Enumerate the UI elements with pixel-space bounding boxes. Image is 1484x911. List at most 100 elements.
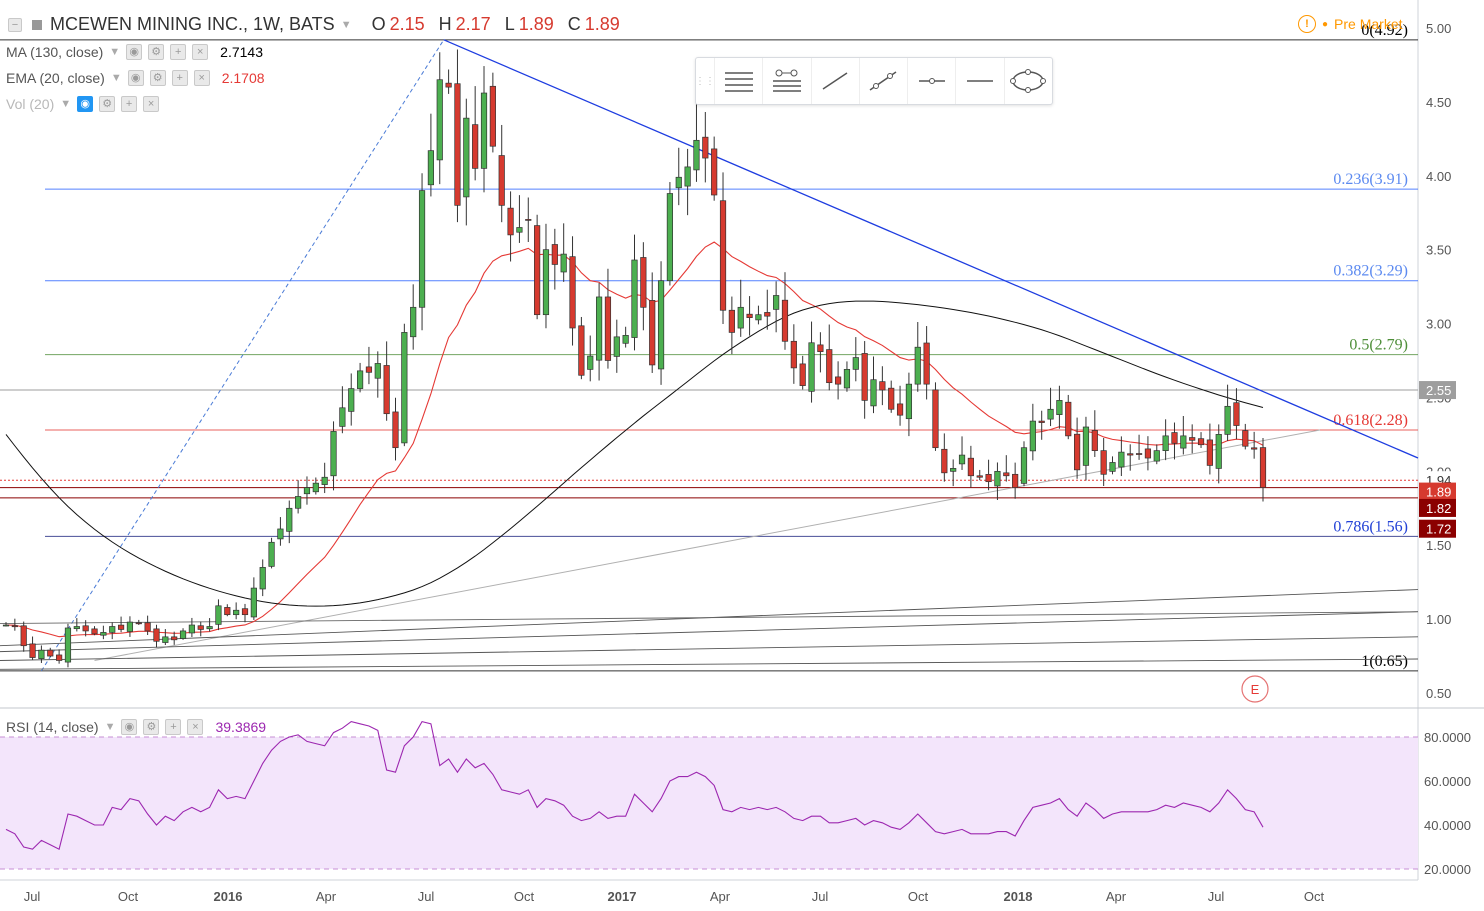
- candle-body: [1056, 400, 1063, 415]
- candle-body: [401, 332, 408, 444]
- candle: [1144, 436, 1152, 471]
- candle-body: [498, 155, 505, 206]
- gear-icon[interactable]: ⚙: [149, 70, 166, 86]
- plus-icon[interactable]: +: [165, 719, 182, 735]
- rsi-label[interactable]: RSI (14, close): [6, 719, 99, 735]
- pre-market-status[interactable]: ! ● Pre Market: [1298, 15, 1403, 33]
- ema-legend[interactable]: EMA (20, close) ▼ ◉ ⚙ + × 2.1708: [6, 70, 265, 86]
- candle: [401, 323, 408, 447]
- vol-legend[interactable]: Vol (20) ▼ ◉ ⚙ + ×: [6, 96, 160, 112]
- candle-body: [835, 376, 842, 385]
- horizontal-ray-icon[interactable]: [907, 58, 955, 104]
- rsi-value: 39.3869: [215, 719, 267, 735]
- candle: [206, 618, 213, 632]
- earnings-marker[interactable]: E: [1241, 675, 1269, 703]
- rsi-legend[interactable]: RSI (14, close) ▼ ◉ ⚙ + × 39.3869: [6, 719, 266, 735]
- ema-value: 2.1708: [221, 70, 265, 86]
- candle-body: [896, 403, 904, 416]
- gear-icon[interactable]: ⚙: [99, 96, 116, 112]
- candle-body: [47, 649, 54, 657]
- price-label-box: [1419, 519, 1456, 538]
- candle: [171, 631, 178, 645]
- candle-body: [976, 475, 983, 478]
- close-icon[interactable]: ×: [192, 44, 209, 60]
- ohlc-open: 2.15: [389, 14, 425, 34]
- candle-body: [870, 379, 877, 407]
- candle: [1233, 388, 1240, 440]
- candle: [525, 197, 532, 242]
- drawing-toolbar[interactable]: ⋮⋮: [695, 57, 1053, 105]
- eye-icon[interactable]: ◉: [127, 70, 144, 86]
- gear-icon[interactable]: ⚙: [143, 719, 160, 735]
- ma-legend[interactable]: MA (130, close) ▼ ◉ ⚙ + × 2.7143: [6, 44, 263, 60]
- candle: [73, 618, 80, 632]
- chevron-down-icon[interactable]: ▼: [110, 72, 122, 84]
- chevron-down-icon[interactable]: ▼: [109, 46, 121, 58]
- gear-icon[interactable]: ⚙: [148, 44, 165, 60]
- vol-label[interactable]: Vol (20): [6, 96, 55, 112]
- svg-text:E: E: [1251, 682, 1260, 697]
- candle: [852, 337, 859, 382]
- plus-icon[interactable]: +: [171, 70, 188, 86]
- time-tick: 2018: [1004, 889, 1033, 904]
- candle-body: [436, 79, 443, 161]
- candle: [480, 66, 488, 193]
- plus-icon[interactable]: +: [121, 96, 138, 112]
- candles[interactable]: [2, 49, 1267, 668]
- candle: [1003, 455, 1010, 482]
- symbol-title[interactable]: MCEWEN MINING INC., 1W, BATS: [50, 14, 335, 34]
- trendlines[interactable]: [0, 39, 1419, 672]
- close-icon[interactable]: ×: [193, 70, 210, 86]
- status-dot-icon: ●: [1322, 18, 1329, 30]
- candle: [365, 346, 373, 385]
- price-labels: 2.551.941.891.821.72: [1419, 381, 1456, 538]
- candle-body: [728, 309, 735, 333]
- drag-handle-icon[interactable]: ⋮⋮: [695, 75, 715, 87]
- trend-line-icon[interactable]: [810, 58, 859, 104]
- candle-body: [923, 342, 930, 385]
- candle-body: [365, 366, 373, 373]
- fib-anchor-line: [40, 39, 445, 672]
- candle: [773, 281, 780, 333]
- line-settings-icon[interactable]: [762, 58, 810, 104]
- price-axis[interactable]: [1418, 0, 1484, 911]
- candle: [1118, 436, 1125, 477]
- chevron-down-icon[interactable]: ▼: [60, 98, 72, 110]
- extended-line-icon[interactable]: [858, 58, 907, 104]
- candle: [604, 268, 612, 369]
- close-icon[interactable]: ×: [143, 96, 160, 112]
- plus-icon[interactable]: +: [170, 44, 187, 60]
- price-tick: 4.00: [1426, 169, 1451, 184]
- candle-body: [321, 476, 328, 485]
- ma-label[interactable]: MA (130, close): [6, 44, 104, 60]
- candle-body: [755, 314, 762, 321]
- ema-label[interactable]: EMA (20, close): [6, 70, 105, 86]
- candle: [126, 616, 134, 637]
- candle-body: [117, 624, 125, 630]
- eye-icon[interactable]: ◉: [121, 719, 138, 735]
- candle-body: [233, 609, 240, 616]
- candle: [100, 625, 107, 640]
- rsi-line: [5, 720, 1264, 850]
- eye-off-icon[interactable]: ◉: [77, 96, 94, 112]
- chevron-down-icon[interactable]: ▼: [340, 18, 352, 31]
- eye-icon[interactable]: ◉: [126, 44, 143, 60]
- collapse-icon[interactable]: −: [8, 17, 22, 32]
- candle-body: [1144, 448, 1152, 459]
- candle-body: [1118, 451, 1125, 468]
- close-icon[interactable]: ×: [187, 719, 204, 735]
- rsi-tick: 40.0000: [1424, 818, 1471, 833]
- candle: [826, 324, 833, 391]
- candle: [657, 261, 665, 385]
- fib-label: 0.786(1.56): [1333, 518, 1408, 535]
- candle-body: [1180, 435, 1187, 449]
- fib-label: 0.5(2.79): [1349, 337, 1408, 354]
- ellipse-icon[interactable]: [1003, 58, 1052, 104]
- candle: [578, 316, 585, 380]
- fib-levels[interactable]: 0(4.92) 0.236(3.91) 0.382(3.29) 0.5(2.79) 0.…: [0, 22, 1418, 672]
- lines-style-icon[interactable]: [714, 58, 762, 104]
- candle-body: [224, 607, 231, 616]
- chevron-down-icon[interactable]: ▼: [104, 721, 116, 733]
- horizontal-line-icon[interactable]: [955, 58, 1003, 104]
